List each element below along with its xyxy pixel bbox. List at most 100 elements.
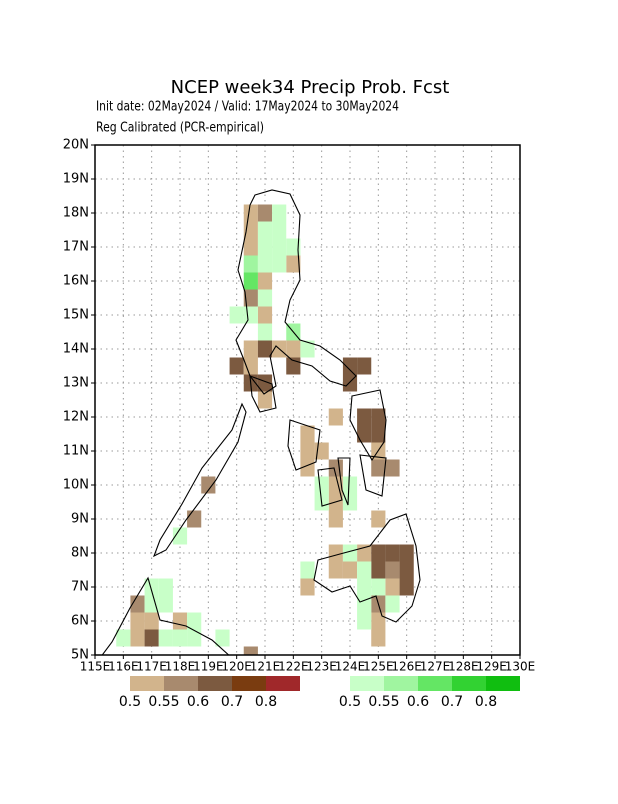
wet-cell [286, 238, 301, 256]
x-tick-label: 119E [193, 660, 224, 674]
x-tick-label: 117E [136, 660, 167, 674]
wet-cell [243, 255, 258, 273]
legend-swatch [384, 676, 418, 691]
dry-cell [385, 459, 400, 477]
dry-cell [399, 561, 414, 579]
coastline [101, 189, 421, 655]
dry-cell [300, 425, 315, 443]
dry-cell [257, 374, 273, 392]
dry-cell [385, 578, 400, 596]
wet-cell [158, 578, 173, 596]
dry-cell [371, 612, 386, 630]
y-tick-label: 5N [71, 648, 89, 663]
wet-cell [357, 612, 372, 630]
wet-cell [272, 238, 287, 256]
y-tick-label: 10N [63, 478, 89, 493]
x-tick-label: 126E [391, 660, 422, 674]
y-tick-label: 14N [63, 342, 89, 357]
coast-mindoro [249, 375, 277, 413]
dry-cell [300, 442, 315, 460]
x-tick-label: 120E [221, 660, 252, 674]
dry-cell [243, 646, 258, 655]
dry-cell [229, 357, 244, 375]
legend-swatch [486, 676, 520, 691]
dry-cell [300, 578, 315, 596]
wet-cell [187, 629, 202, 647]
x-tick-label: 123E [306, 660, 337, 674]
dry-cell [257, 272, 273, 290]
dry-cell [257, 204, 273, 222]
dry-cell [130, 612, 145, 630]
dry-cell [243, 289, 258, 307]
subtitle: Reg Calibrated (PCR-empirical) [96, 121, 264, 136]
legend-label: 0.7 [441, 694, 463, 710]
wet-cell [357, 578, 372, 596]
x-tick-label: 115E [80, 660, 111, 674]
dry-cell [371, 408, 386, 426]
dry-cell [371, 544, 386, 562]
wet-cell [187, 612, 202, 630]
legend-swatch [232, 676, 266, 691]
x-tick-label: 127E [420, 660, 451, 674]
dry-cell [399, 544, 414, 562]
dry-cell [243, 204, 258, 222]
dry-cell [328, 544, 343, 562]
dry-cell [257, 306, 273, 324]
wet-cell [314, 476, 329, 494]
dry-cell [187, 510, 202, 528]
dry-cell [371, 561, 386, 579]
dry-cell [257, 391, 273, 409]
dry-cell [357, 357, 372, 375]
coast-palawan [152, 402, 247, 558]
wet-cell [172, 629, 188, 647]
wet-cell [272, 204, 287, 222]
dry-cell [328, 510, 343, 528]
wet-cell [158, 629, 173, 647]
wet-cell [357, 595, 372, 613]
coast-luzon [235, 189, 357, 395]
wet-cell [229, 306, 244, 324]
y-tick-label: 8N [71, 546, 89, 561]
dry-cell [371, 629, 386, 647]
y-tick-label: 13N [63, 376, 89, 391]
wet-cell [257, 221, 273, 239]
dry-cell [328, 561, 343, 579]
y-tick-label: 6N [71, 614, 89, 629]
x-tick-label: 128E [448, 660, 479, 674]
dry-cell [300, 459, 315, 477]
dry-cell [357, 425, 372, 443]
x-tick-label: 118E [165, 660, 196, 674]
y-tick-label: 20N [63, 138, 89, 153]
dry-cell [328, 408, 343, 426]
dry-cell [399, 578, 414, 596]
y-tick-label: 9N [71, 512, 89, 527]
legend: 0.5 0.55 0.6 0.7 0.8 0.5 0.55 0.6 0.7 0.8 [119, 676, 520, 710]
wet-cell [243, 272, 258, 290]
dry-cell [385, 561, 400, 579]
wet-cell [342, 544, 358, 562]
coast-samar [349, 389, 387, 462]
coast-cebu [337, 457, 351, 506]
x-tick-label: 124E [335, 660, 366, 674]
wet-cell [300, 561, 315, 579]
dry-cell [130, 595, 145, 613]
coast-panay [287, 419, 321, 471]
wet-cell [243, 306, 258, 324]
dry-cell [371, 510, 386, 528]
x-tick-label: 121E [250, 660, 281, 674]
dry-cell [144, 612, 159, 630]
dry-cell [257, 340, 273, 358]
wet-cell [116, 629, 131, 647]
dry-cell [385, 544, 400, 562]
wet-cell [257, 323, 273, 341]
coast-negros [317, 467, 343, 507]
legend-label: 0.5 [119, 694, 141, 710]
chart-title: NCEP week34 Precip Prob. Fcst [171, 77, 450, 98]
wet-cell [215, 629, 230, 647]
dry-cell [286, 255, 301, 273]
legend-swatch [418, 676, 452, 691]
y-tick-label: 15N [63, 308, 89, 323]
dry-cell [172, 612, 188, 630]
